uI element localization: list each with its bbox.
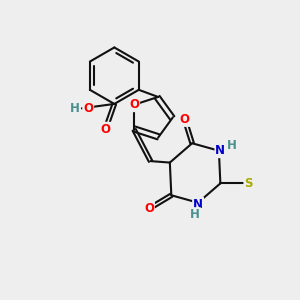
Text: H: H xyxy=(190,208,200,221)
Text: O: O xyxy=(100,123,110,136)
Text: N: N xyxy=(215,144,225,157)
Text: N: N xyxy=(193,198,203,211)
Text: O: O xyxy=(129,98,139,111)
Text: O: O xyxy=(83,102,93,115)
Text: S: S xyxy=(244,177,253,190)
Text: H: H xyxy=(70,102,80,115)
Text: O: O xyxy=(144,202,154,215)
Text: O: O xyxy=(180,113,190,126)
Text: H: H xyxy=(226,139,236,152)
